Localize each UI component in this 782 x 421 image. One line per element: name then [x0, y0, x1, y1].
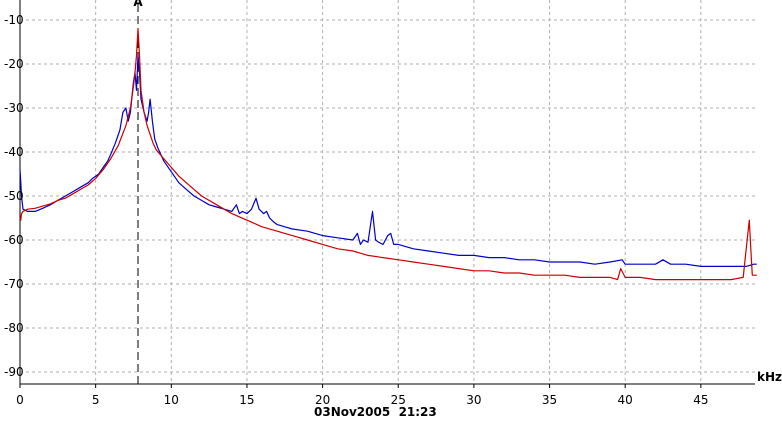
y-tick-label: -50	[4, 189, 24, 203]
series-line-2	[19, 28, 757, 281]
y-tick-label: -30	[4, 101, 24, 115]
x-tick-label: 5	[92, 393, 100, 407]
x-tick-label: 30	[466, 393, 481, 407]
x-tick-label: 25	[391, 393, 406, 407]
x-tick-label: 0	[16, 393, 24, 407]
timestamp-label: 03Nov2005 21:23	[314, 405, 437, 419]
x-tick-label: 20	[315, 393, 330, 407]
x-tick-label: 45	[693, 393, 708, 407]
y-tick-label: -90	[4, 365, 24, 379]
y-tick-label: -10	[4, 13, 24, 27]
y-tick-label: -20	[4, 57, 24, 71]
series-line-1	[19, 54, 757, 267]
axes	[19, 0, 755, 388]
series-lines	[19, 28, 757, 281]
x-tick-label: 15	[239, 393, 254, 407]
marker-label: A	[133, 0, 143, 9]
y-tick-label: -70	[4, 277, 24, 291]
y-tick-label: -60	[4, 233, 24, 247]
grid	[20, 0, 755, 384]
x-tick-label: 40	[618, 393, 633, 407]
y-tick-label: -40	[4, 145, 24, 159]
tick-labels: -10 -20 -30 -40 -50 -60 -70 -80 -90 0 5 10 15 20 25 30 3…	[4, 13, 708, 407]
x-tick-label: 35	[542, 393, 557, 407]
y-tick-label: -80	[4, 321, 24, 335]
x-axis-label: kHz	[757, 370, 782, 384]
x-tick-label: 10	[164, 393, 179, 407]
